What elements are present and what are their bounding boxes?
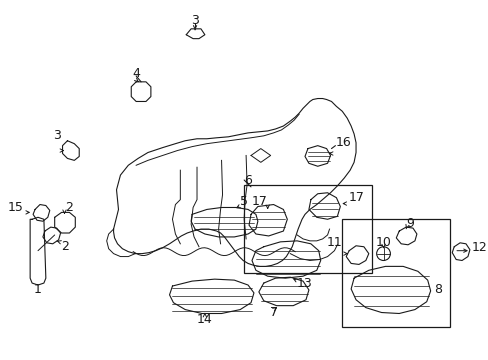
Text: 6: 6 <box>244 174 251 186</box>
Text: 7: 7 <box>269 306 277 319</box>
Text: 3: 3 <box>53 129 61 142</box>
Text: 17: 17 <box>348 191 365 204</box>
Text: 8: 8 <box>434 283 442 296</box>
Text: 11: 11 <box>326 236 342 249</box>
Text: 12: 12 <box>471 241 487 254</box>
Text: 17: 17 <box>251 195 267 208</box>
Text: 2: 2 <box>61 240 69 253</box>
Text: 10: 10 <box>375 236 391 249</box>
Text: 5: 5 <box>240 195 247 208</box>
Bar <box>342 219 449 327</box>
Text: 3: 3 <box>191 14 199 27</box>
Bar <box>244 185 371 273</box>
Text: 1: 1 <box>34 283 42 296</box>
Text: 2: 2 <box>65 201 73 214</box>
Text: 14: 14 <box>197 313 212 326</box>
Text: 15: 15 <box>7 201 23 214</box>
Text: 4: 4 <box>132 67 140 81</box>
Text: 16: 16 <box>335 136 350 149</box>
Text: 13: 13 <box>297 276 312 289</box>
Text: 9: 9 <box>405 217 413 230</box>
